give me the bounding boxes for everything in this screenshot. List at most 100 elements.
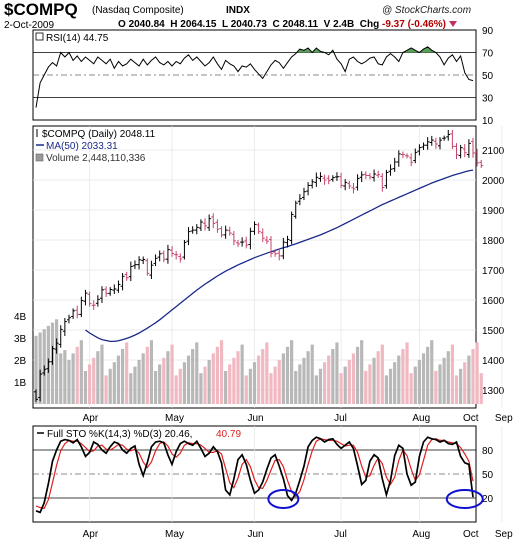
volume-bar [335,342,339,404]
volume-bar [112,362,116,404]
rsi-legend-swatch [35,32,44,41]
volume-bar [219,340,224,404]
rsi-tick-label: 70 [482,49,494,60]
volume-bar [232,357,236,404]
sto-k-line [35,436,474,514]
volume-bar [306,351,310,404]
volume-bar [405,342,409,404]
ohlc-bar [367,173,372,180]
volume-bar [79,340,83,404]
volume-bar [397,355,401,404]
volume-bar [158,364,162,404]
volume-bar [318,368,323,404]
ma-legend: MA(50) 2033.31 [46,141,118,152]
volume-value: 2.4B [333,19,355,30]
volume-bar [137,360,141,404]
volume-bar [203,366,207,404]
volume-bar [199,373,203,404]
ohlc-bar [281,237,286,260]
ohlc-bar [314,172,319,187]
ohlc-bar [438,137,443,150]
index-name: (Nasdaq Composite) [92,5,184,16]
volume-bar [314,375,318,404]
ohlc-bar [54,338,59,354]
change-value: -9.37 (-0.46%) [382,19,446,30]
x-tick-label: Jul [334,413,347,424]
rsi-tick-label: 50 [482,71,494,82]
ohlc-bar [190,226,195,234]
ohlc-bar [384,169,389,189]
volume-bar [347,360,351,404]
ohlc-bar [236,240,241,247]
volume-bar [426,346,430,404]
ohlc-bar [400,151,405,159]
ohlc-bar [203,218,208,231]
volume-bar [351,353,356,404]
rsi-line [35,46,474,108]
volume-bar [248,368,252,404]
volume-bar [421,353,426,404]
ohlc-bar [372,169,377,182]
x-tick-label: Aug [412,413,430,424]
price-tick-label: 2100 [482,146,505,157]
ohlc-bar [99,286,104,303]
ohlc-bar [137,256,142,270]
ohlc-bar [62,318,67,336]
low-value: 2040.73 [230,19,267,30]
volume-bar [211,353,215,404]
volume-bar [104,375,108,404]
volume-bar [191,349,195,404]
x-tick-label: Apr [83,529,99,540]
volume-bar [153,371,158,404]
ohlc-bar [306,182,311,196]
ohlc-bar [104,286,109,297]
volume-legend: Volume 2,448,110,336 [46,153,146,164]
highlight-circle-october [445,489,484,509]
x-tick-label: Apr [83,413,99,424]
volume-bar [236,351,240,404]
x-tick-label: May [165,413,184,424]
ohlc-bar [380,173,385,192]
ohlc-bar [83,289,88,306]
volume-bar [434,371,438,404]
x-tick-label: Jul [334,529,347,540]
volume-axis-label: 2B [14,356,27,367]
ohlc-bar [194,224,199,235]
price-tick-label: 1300 [482,386,505,397]
volume-bar [388,368,393,404]
chart-symbol: $COMPQ [4,0,78,19]
ohlc-bar [334,172,339,181]
volume-bar [327,355,331,404]
volume-bar [166,351,170,404]
ohlc-bar [347,180,352,189]
volume-bar [38,332,42,404]
volume-bar [141,353,145,404]
ohlc-bar [157,250,162,262]
volume-bar [269,373,273,404]
ohlc-bar [248,227,253,250]
volume-bar [133,366,137,404]
volume-bar [442,357,446,404]
volume-bar [463,362,467,404]
volume-bar [417,360,422,404]
quote-line: O 2040.84 H 2064.15 L 2040.73 C 2048.11 … [118,19,457,30]
ohlc-bar [141,256,146,264]
volume-bar [475,342,479,404]
volume-bar [384,375,389,404]
ohlc-bar [351,183,356,194]
volume-bar [285,346,290,404]
ohlc-bar [223,225,228,239]
ohlc-bar [413,148,418,164]
volume-bar [34,335,38,404]
volume-bar [290,340,294,404]
volume-bar [265,342,269,404]
ohlc-bar [128,261,133,282]
ohlc-bar [87,291,92,307]
ohlc-bar [285,235,290,248]
ohlc-bar [240,237,245,247]
ohlc-bar [174,251,179,260]
ohlc-bar [289,211,294,245]
volume-bar [162,357,166,404]
ohlc-bar [458,144,463,159]
ohlc-bar [108,287,113,296]
